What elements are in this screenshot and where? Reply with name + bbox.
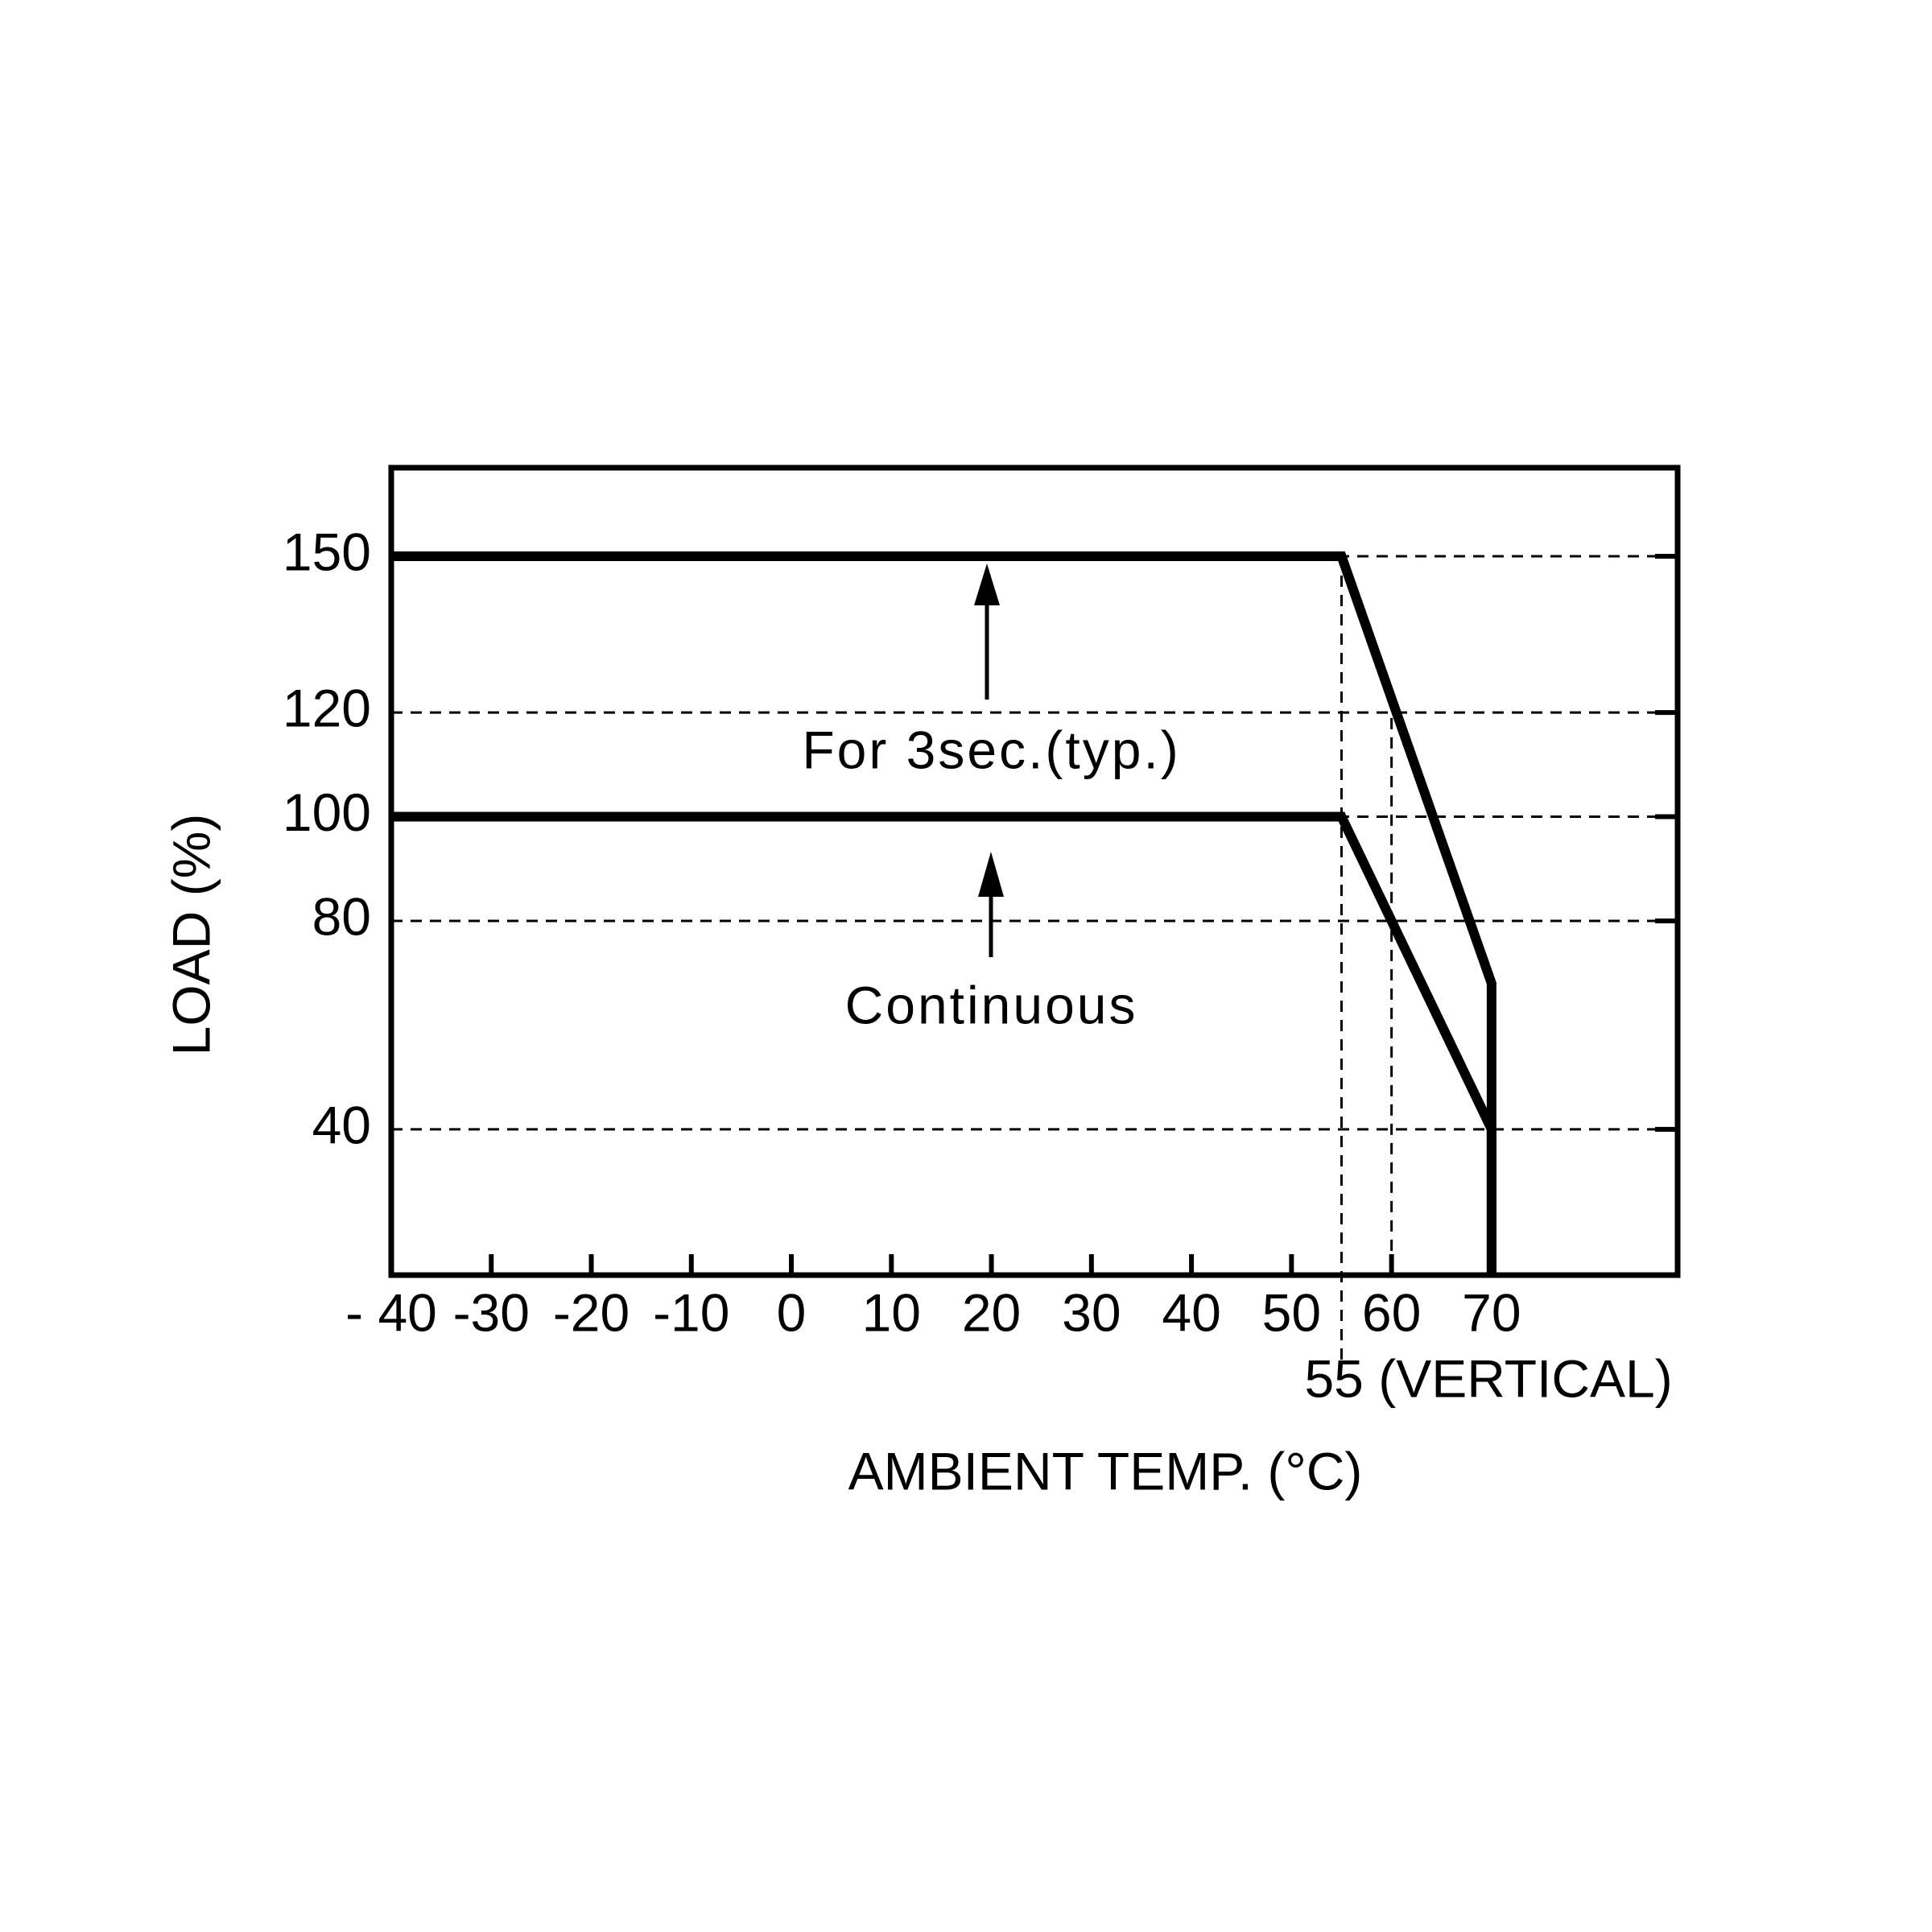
plot-frame [388, 464, 1681, 1278]
x-tick-label: -10 [653, 1282, 729, 1342]
y-tick-label: 80 [312, 886, 371, 946]
x-tick-label: -20 [553, 1282, 630, 1342]
y-tick-label: 150 [283, 522, 371, 581]
y-tick-label: 120 [283, 679, 371, 738]
y-axis-label: LOAD (%) [161, 814, 221, 1056]
x-tick-label: 0 [777, 1282, 807, 1342]
arrow [978, 852, 1004, 957]
y-tick-label: 40 [312, 1095, 371, 1154]
x-tick-label: 60 [1362, 1282, 1421, 1342]
x-tick-label: 30 [1062, 1282, 1121, 1342]
y-tick-label: 100 [283, 782, 371, 842]
annotation: Continuous [845, 975, 1138, 1034]
derating-line [391, 811, 1496, 1275]
x-tick-label: 70 [1462, 1282, 1521, 1342]
series-group [391, 551, 1496, 1275]
x-tick-label: 50 [1262, 1282, 1321, 1342]
annotation: For 3sec.(typ.) [802, 720, 1180, 779]
x-tick-label: 55 (VERTICAL) [1304, 1348, 1672, 1408]
x-tick-label: 40 [1162, 1282, 1220, 1342]
x-tick-label: 20 [962, 1282, 1021, 1342]
x-axis-label: AMBIENT TEMP. (°C) [848, 1441, 1363, 1501]
arrow [974, 564, 1000, 700]
x-tick-label: -30 [453, 1282, 530, 1342]
x-tick-label: 10 [862, 1282, 921, 1342]
x-tick-label: - 40 [345, 1282, 437, 1342]
